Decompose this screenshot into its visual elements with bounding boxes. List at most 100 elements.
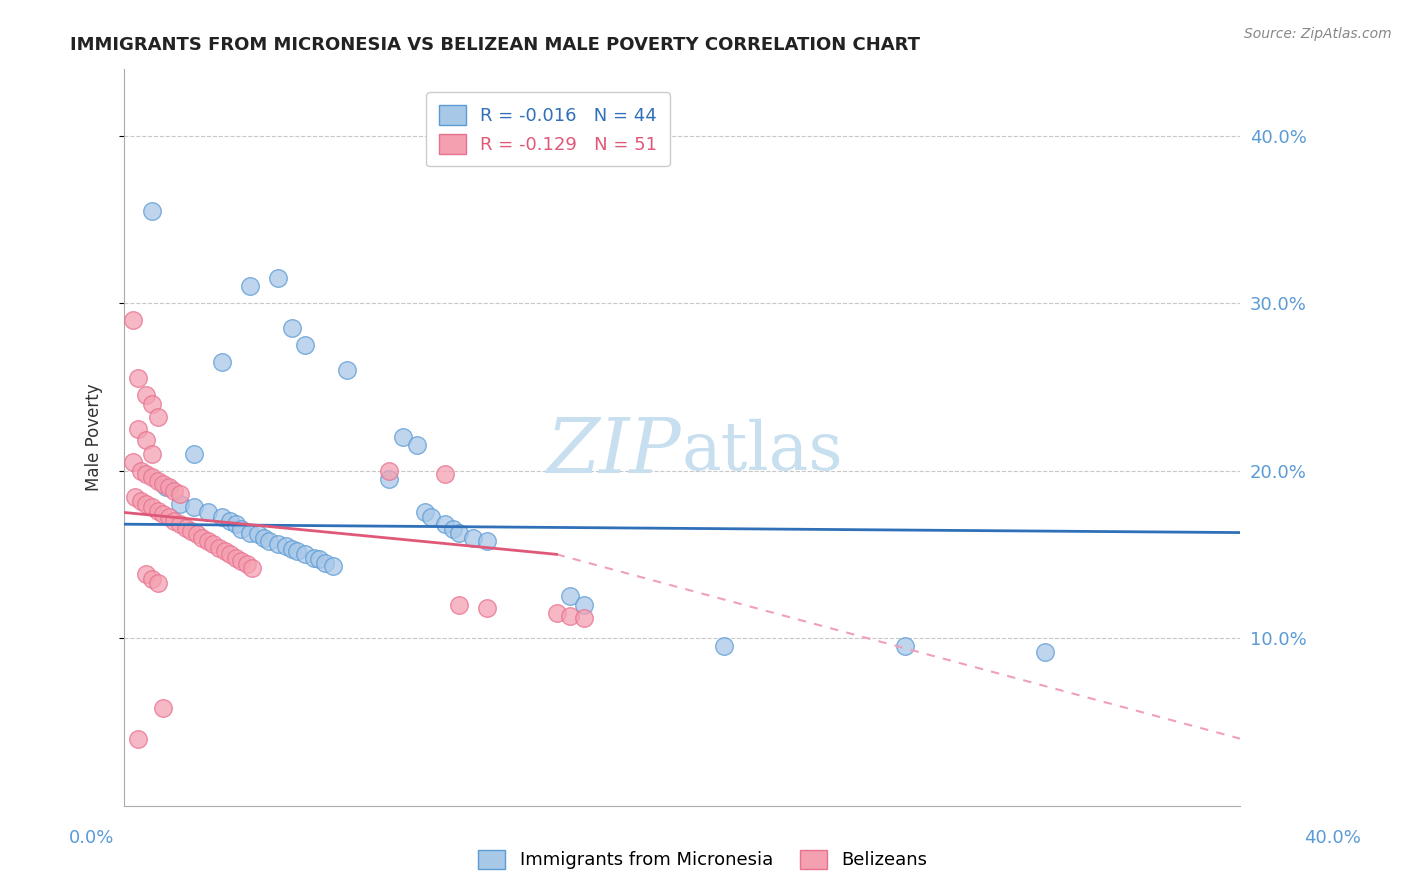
Point bbox=[242, 560, 264, 574]
Text: ZIP: ZIP bbox=[547, 415, 682, 489]
Point bbox=[157, 480, 180, 494]
Point bbox=[294, 338, 316, 352]
Point bbox=[252, 531, 274, 545]
Point bbox=[135, 567, 157, 582]
Point bbox=[415, 506, 437, 520]
Point bbox=[713, 640, 735, 654]
Point bbox=[461, 531, 484, 545]
Point bbox=[191, 531, 214, 545]
Point bbox=[433, 467, 456, 481]
Point bbox=[247, 527, 270, 541]
Point bbox=[302, 550, 325, 565]
Point bbox=[894, 640, 917, 654]
Point bbox=[152, 507, 174, 521]
Point bbox=[163, 514, 186, 528]
Point bbox=[129, 464, 152, 478]
Point bbox=[129, 493, 152, 508]
Point bbox=[231, 554, 253, 568]
Point bbox=[239, 525, 262, 540]
Point bbox=[135, 467, 157, 481]
Point bbox=[560, 589, 582, 603]
Point bbox=[285, 544, 308, 558]
Point bbox=[174, 520, 197, 534]
Point bbox=[257, 533, 280, 548]
Point bbox=[141, 396, 163, 410]
Point bbox=[121, 455, 143, 469]
Point bbox=[447, 598, 470, 612]
Point bbox=[127, 371, 149, 385]
Point bbox=[433, 517, 456, 532]
Point bbox=[406, 438, 429, 452]
Point bbox=[163, 483, 186, 498]
Text: IMMIGRANTS FROM MICRONESIA VS BELIZEAN MALE POVERTY CORRELATION CHART: IMMIGRANTS FROM MICRONESIA VS BELIZEAN M… bbox=[70, 36, 921, 54]
Point bbox=[183, 500, 205, 515]
Point bbox=[124, 491, 146, 505]
Point bbox=[236, 558, 259, 572]
Point bbox=[378, 472, 401, 486]
Legend: Immigrants from Micronesia, Belizeans: Immigrants from Micronesia, Belizeans bbox=[470, 841, 936, 879]
Point bbox=[475, 601, 498, 615]
Point bbox=[231, 522, 253, 536]
Text: Source: ZipAtlas.com: Source: ZipAtlas.com bbox=[1244, 27, 1392, 41]
Point bbox=[211, 510, 233, 524]
Point bbox=[266, 537, 288, 551]
Point bbox=[219, 514, 242, 528]
Point bbox=[197, 533, 219, 548]
Point bbox=[208, 541, 231, 555]
Point bbox=[574, 611, 596, 625]
Point bbox=[169, 497, 191, 511]
Y-axis label: Male Poverty: Male Poverty bbox=[86, 384, 103, 491]
Point bbox=[239, 279, 262, 293]
Point bbox=[475, 533, 498, 548]
Point bbox=[441, 522, 464, 536]
Point bbox=[152, 477, 174, 491]
Point bbox=[308, 552, 330, 566]
Point bbox=[378, 464, 401, 478]
Point bbox=[152, 701, 174, 715]
Point bbox=[392, 430, 415, 444]
Point bbox=[322, 559, 344, 574]
Point bbox=[169, 517, 191, 532]
Legend: R = -0.016   N = 44, R = -0.129   N = 51: R = -0.016 N = 44, R = -0.129 N = 51 bbox=[426, 92, 671, 167]
Point bbox=[141, 573, 163, 587]
Point bbox=[420, 510, 443, 524]
Text: 0.0%: 0.0% bbox=[69, 829, 114, 847]
Point bbox=[180, 524, 202, 538]
Point bbox=[197, 506, 219, 520]
Point bbox=[127, 422, 149, 436]
Point bbox=[211, 354, 233, 368]
Point bbox=[121, 313, 143, 327]
Point bbox=[336, 363, 359, 377]
Point bbox=[274, 539, 297, 553]
Point bbox=[280, 542, 302, 557]
Point bbox=[186, 527, 208, 541]
Point bbox=[141, 447, 163, 461]
Point bbox=[127, 731, 149, 746]
Point bbox=[135, 388, 157, 402]
Point bbox=[146, 504, 169, 518]
Text: atlas: atlas bbox=[682, 419, 844, 484]
Point bbox=[141, 470, 163, 484]
Point bbox=[560, 609, 582, 624]
Point bbox=[574, 598, 596, 612]
Point bbox=[183, 447, 205, 461]
Point bbox=[314, 556, 336, 570]
Point bbox=[146, 474, 169, 488]
Point bbox=[155, 480, 177, 494]
Point bbox=[280, 321, 302, 335]
Text: 40.0%: 40.0% bbox=[1305, 829, 1361, 847]
Point bbox=[141, 500, 163, 515]
Point bbox=[135, 497, 157, 511]
Point bbox=[214, 544, 236, 558]
Point bbox=[141, 203, 163, 218]
Point bbox=[266, 271, 288, 285]
Point bbox=[157, 510, 180, 524]
Point bbox=[135, 434, 157, 448]
Point bbox=[225, 517, 247, 532]
Point bbox=[169, 487, 191, 501]
Point bbox=[546, 606, 568, 620]
Point bbox=[447, 525, 470, 540]
Point bbox=[225, 550, 247, 565]
Point bbox=[202, 537, 225, 551]
Point bbox=[219, 547, 242, 561]
